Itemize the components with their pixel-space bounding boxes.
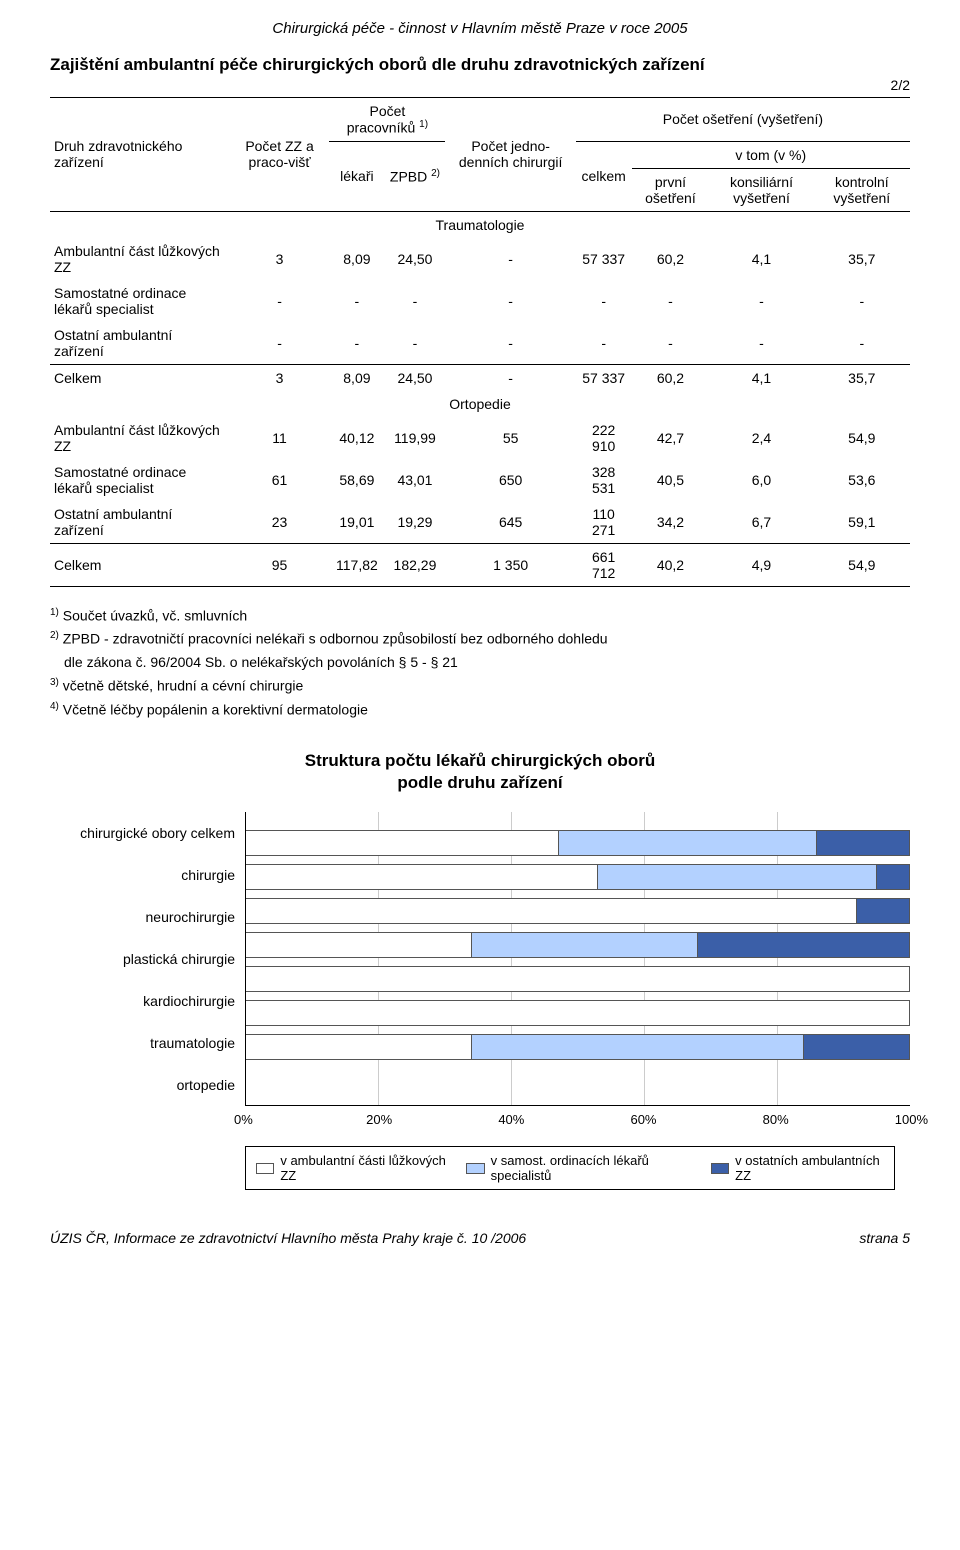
chart-plot: 0%20%40%60%80%100%: [245, 812, 910, 1106]
chart-x-tick: 0%: [234, 1112, 366, 1127]
chart-bar-segment: [697, 933, 909, 957]
chart-category-label: neurochirurgie: [60, 896, 235, 938]
chart-category-label: chirurgie: [60, 854, 235, 896]
table-section-header: Ortopedie: [50, 391, 910, 417]
th-osetreni: Počet ošetření (vyšetření): [576, 98, 910, 142]
legend-label: v ambulantní části lůžkových ZZ: [280, 1153, 448, 1183]
th-zpbd: ZPBD 2): [384, 141, 445, 211]
chart-x-tick: 20%: [366, 1112, 498, 1127]
chart-bar: [246, 864, 910, 890]
table-row: Ostatní ambulantní zařízení2319,0119,296…: [50, 501, 910, 544]
table-total-row: Celkem38,0924,50-57 33760,24,135,7: [50, 364, 910, 391]
chart-bar-segment: [597, 865, 875, 889]
legend-swatch: [711, 1163, 729, 1174]
table-row: Ostatní ambulantní zařízení--------: [50, 322, 910, 365]
table-section-header: Traumatologie: [50, 211, 910, 238]
page-fraction: 2/2: [50, 77, 910, 93]
data-table: Druh zdravotnického zařízení Počet ZZ a …: [50, 97, 910, 587]
chart-legend: v ambulantní části lůžkových ZZ v samost.…: [245, 1146, 895, 1190]
chart-bar-segment: [246, 865, 597, 889]
chart-bar-segment: [816, 831, 909, 855]
chart-bar: [246, 1000, 910, 1026]
chart-x-tick: 40%: [498, 1112, 630, 1127]
chart-bar-segment: [803, 1035, 909, 1059]
chart-y-labels: chirurgické obory celkemchirurgieneuroch…: [60, 812, 245, 1106]
legend-label: v samost. ordinacích lékařů specialistů: [491, 1153, 693, 1183]
th-workers: Počet pracovníků 1): [329, 98, 445, 142]
table-row: Ambulantní část lůžkových ZZ1140,12119,9…: [50, 417, 910, 459]
legend-swatch: [466, 1163, 484, 1174]
chart-category-label: ortopedie: [60, 1064, 235, 1106]
page-title: Zajištění ambulantní péče chirurgických …: [50, 55, 910, 75]
chart-bar: [246, 830, 910, 856]
chart-bar-segment: [246, 899, 856, 923]
chart-x-tick: 60%: [630, 1112, 762, 1127]
chart-x-axis: 0%20%40%60%80%100%: [234, 1112, 928, 1127]
chart-bar: [246, 966, 910, 992]
chart-bar: [246, 898, 910, 924]
legend-label: v ostatních ambulantních ZZ: [735, 1153, 884, 1183]
chart-category-label: chirurgické obory celkem: [60, 812, 235, 854]
legend-item: v ostatních ambulantních ZZ: [711, 1153, 884, 1183]
legend-item: v samost. ordinacích lékařů specialistů: [466, 1153, 693, 1183]
chart-bar-segment: [246, 933, 471, 957]
th-konsil: konsiliární vyšetření: [709, 168, 813, 211]
table-row: Ambulantní část lůžkových ZZ38,0924,50-5…: [50, 238, 910, 280]
table-total-row: Celkem95117,82182,291 350661 71240,24,95…: [50, 543, 910, 586]
chart-bar-segment: [246, 1001, 909, 1025]
chart-category-label: plastická chirurgie: [60, 938, 235, 980]
chart-x-tick: 100%: [895, 1112, 928, 1127]
legend-item: v ambulantní části lůžkových ZZ: [256, 1153, 448, 1183]
chart-bar: [246, 932, 910, 958]
footer-right: strana 5: [859, 1230, 910, 1246]
chart-x-tick: 80%: [763, 1112, 895, 1127]
table-row: Samostatné ordinace lékařů specialist615…: [50, 459, 910, 501]
th-prvni: první ošetření: [632, 168, 710, 211]
legend-swatch: [256, 1163, 274, 1174]
chart-bar: [246, 1034, 910, 1060]
chart-bar-segment: [246, 967, 909, 991]
chart-bar-segment: [471, 1035, 803, 1059]
chart-category-label: kardiochirurgie: [60, 980, 235, 1022]
table-row: Samostatné ordinace lékařů specialist---…: [50, 280, 910, 322]
document-header: Chirurgická péče - činnost v Hlavním měs…: [50, 20, 910, 37]
chart-bar-segment: [246, 1035, 471, 1059]
th-lekari: lékaři: [329, 141, 384, 211]
chart-bar-segment: [558, 831, 817, 855]
chart-category-label: traumatologie: [60, 1022, 235, 1064]
th-jedno: Počet jedno-denních chirurgií: [445, 98, 575, 212]
th-zz: Počet ZZ a praco-višť: [230, 98, 330, 212]
chart-bar-segment: [876, 865, 909, 889]
footer-left: ÚZIS ČR, Informace ze zdravotnictví Hlav…: [50, 1230, 526, 1246]
chart-bar-segment: [471, 933, 696, 957]
chart-title: Struktura počtu lékařů chirurgických obo…: [50, 750, 910, 794]
page-footer: ÚZIS ČR, Informace ze zdravotnictví Hlav…: [50, 1230, 910, 1246]
th-druh: Druh zdravotnického zařízení: [50, 98, 230, 212]
th-vtom: v tom (v %): [632, 141, 910, 168]
th-celkem: celkem: [576, 141, 632, 211]
chart-bar-segment: [246, 831, 558, 855]
th-kontrol: kontrolní vyšetření: [814, 168, 910, 211]
footnotes: 1) Součet úvazků, vč. smluvních 2) ZPBD …: [50, 605, 910, 721]
chart: Struktura počtu lékařů chirurgických obo…: [50, 750, 910, 1190]
chart-bar-segment: [856, 899, 909, 923]
